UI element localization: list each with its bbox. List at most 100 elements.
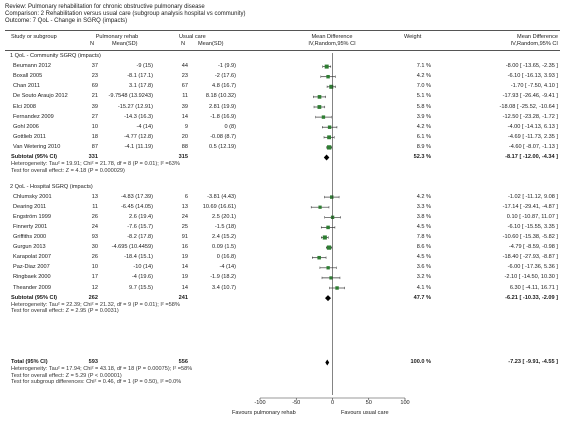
ctl-n: 14 xyxy=(181,113,188,120)
study-box xyxy=(322,235,327,240)
ctl-mean: 2.4 (15.2) xyxy=(212,234,236,240)
exp-n: 10 xyxy=(91,123,98,130)
study-ci-text: 0.10 [ -10.87, 11.07 ] xyxy=(506,213,558,220)
study-name: Fernandez 2009 xyxy=(13,113,54,120)
exp-n: 27 xyxy=(91,113,98,120)
study-weight: 3.6 % xyxy=(416,264,431,271)
exp-n: 13 xyxy=(91,193,98,200)
col-header-md-text-method: IV,Random,95% CI xyxy=(510,41,558,47)
study-box xyxy=(326,266,330,270)
study-box xyxy=(321,115,326,119)
ctl-mean: -1.5 (18) xyxy=(214,223,236,230)
exp-mean: -7.6 (15.7) xyxy=(127,223,153,230)
study-name: Finnerty 2001 xyxy=(13,223,48,230)
exp-mean: -4.77 (12.8) xyxy=(124,133,153,140)
study-ci-text: -17.14 [ -29.41, -4.87 ] xyxy=(502,203,558,210)
ctl-mean: 10.69 (16.61) xyxy=(202,203,236,210)
subtotal-label: Subtotal (95% CI) xyxy=(11,294,57,301)
study-box xyxy=(326,245,332,250)
ctl-mean: -1 (9.9) xyxy=(217,63,236,70)
col-header-md: Mean Difference xyxy=(311,34,353,40)
exp-n: 24 xyxy=(91,223,98,230)
study-weight: 4.5 % xyxy=(416,223,431,230)
ctl-mean: 2.5 (20.1) xyxy=(212,213,236,220)
subgroup-diff-text: Test for subgroup differences: Chi² = 0.… xyxy=(11,379,182,385)
col-header-ctl-n: N xyxy=(181,41,186,47)
study-box xyxy=(324,64,329,69)
col-header-ctl: Usual care xyxy=(179,34,206,40)
subtotal-exp-n: 262 xyxy=(88,294,98,301)
x-tick-label: -50 xyxy=(292,400,301,406)
ctl-mean: 8.18 (10.32) xyxy=(205,93,236,100)
ctl-n: 14 xyxy=(181,284,188,291)
header-bottom-rule xyxy=(5,50,560,51)
heterogeneity-text: Heterogeneity: Tau² = 19.91; Chi² = 21.7… xyxy=(11,161,180,167)
exp-mean: -4 (14) xyxy=(136,123,153,130)
study-ci-text: -17.93 [ -26.46, -9.41 ] xyxy=(502,93,558,100)
exp-n: 87 xyxy=(91,143,98,150)
study-weight: 4.1 % xyxy=(416,284,431,291)
study-weight: 3.3 % xyxy=(416,203,431,210)
exp-n: 26 xyxy=(91,254,98,261)
study-name: Chlumsky 2001 xyxy=(13,193,52,200)
subtotal-weight: 47.7 % xyxy=(413,294,431,301)
subtotal-ci-text: -6.21 [ -10.33, -2.09 ] xyxy=(505,294,558,301)
overall-effect-text: Test for overall effect: Z = 4.18 (P = 0… xyxy=(11,167,125,174)
study-ci-text: -4.69 [ -11.73, 2.35 ] xyxy=(508,133,558,140)
exp-mean: -4.1 (11.19) xyxy=(124,143,153,150)
total-exp-n: 593 xyxy=(88,359,98,365)
col-header-weight: Weight xyxy=(404,34,422,40)
study-box xyxy=(317,255,321,260)
exp-mean: -10 (14) xyxy=(133,264,153,271)
subgroup-title: 1 QoL - Community SGRQ (impacts) xyxy=(10,53,101,59)
ctl-n: 13 xyxy=(181,203,188,210)
subtotal-diamond xyxy=(323,154,330,161)
study-ci-text: -6.00 [ -17.36, 5.36 ] xyxy=(507,264,558,271)
ctl-n: 6 xyxy=(184,193,188,200)
ctl-n: 25 xyxy=(181,223,188,230)
total-label: Total (95% CI) xyxy=(11,359,48,365)
study-ci-text: 6.30 [ -4.11, 16.71 ] xyxy=(509,284,558,291)
study-ci-text: -4.79 [ -8.59, -0.98 ] xyxy=(508,244,558,251)
ctl-mean: -0.08 (8.7) xyxy=(210,133,236,140)
exp-mean: 9.7 (15.5) xyxy=(129,284,153,291)
study-box xyxy=(317,105,322,109)
subtotal-ctl-n: 315 xyxy=(178,154,188,160)
col-header-md-text: Mean Difference xyxy=(517,34,558,40)
ctl-n: 11 xyxy=(182,93,188,100)
exp-mean: 3.1 (17.8) xyxy=(129,83,153,90)
ctl-n: 14 xyxy=(181,264,188,271)
study-box xyxy=(329,276,333,280)
subtotal-label: Subtotal (95% CI) xyxy=(11,154,57,160)
study-weight: 3.2 % xyxy=(416,274,431,281)
exp-n: 26 xyxy=(91,213,98,220)
total-ci-text: -7.23 [ -9.91, -4.55 ] xyxy=(508,359,558,365)
study-name: Ringbaek 2000 xyxy=(13,274,51,281)
ctl-n: 16 xyxy=(181,244,188,251)
study-box xyxy=(329,84,334,89)
study-name: Gottlieb 2011 xyxy=(13,133,46,140)
study-ci-text: -8.00 [ -13.65, -2.35 ] xyxy=(505,63,558,70)
study-box xyxy=(318,205,322,209)
exp-mean: 2.6 (19.4) xyxy=(129,213,153,220)
ctl-mean: -1.8 (16.9) xyxy=(210,113,236,120)
x-tick-label: 50 xyxy=(365,400,372,406)
exp-mean: -8.2 (17.8) xyxy=(127,234,153,240)
study-weight: 4.2 % xyxy=(416,73,431,80)
col-header-ctl-mean: Mean(SD) xyxy=(198,41,224,47)
subgroup-title: 2 QoL - Hospital SGRQ (impacts) xyxy=(10,183,93,190)
total-diamond xyxy=(325,359,330,366)
review-title: Review: Pulmonary rehabilitation for chr… xyxy=(5,4,205,10)
study-weight: 8.9 % xyxy=(416,143,431,150)
exp-mean: -4.695 (10.4459) xyxy=(111,244,153,251)
ctl-n: 19 xyxy=(181,274,188,281)
study-ci-text: -18.08 [ -25.52, -10.64 ] xyxy=(499,103,558,110)
total-overall-effect: Test for overall effect: Z = 5.29 (P < 0… xyxy=(11,372,122,379)
ctl-mean: -2 (17.6) xyxy=(214,73,236,80)
ctl-mean: 0 (8) xyxy=(224,123,236,130)
total-weight: 100.0 % xyxy=(410,359,431,365)
study-name: Van Wetering 2010 xyxy=(13,143,61,150)
subtotal-ctl-n: 241 xyxy=(178,294,188,301)
study-ci-text: -1.02 [ -11.12, 9.08 ] xyxy=(508,193,558,200)
total-ctl-n: 556 xyxy=(178,359,188,365)
